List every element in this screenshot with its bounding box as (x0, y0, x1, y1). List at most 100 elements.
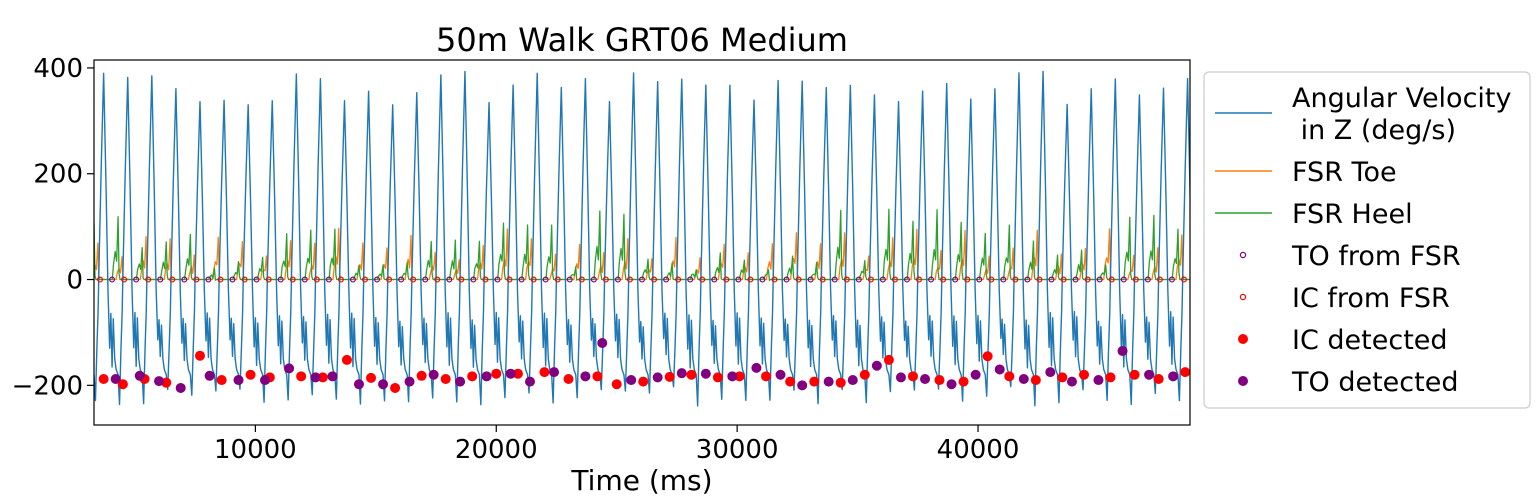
to-detected-point (1144, 369, 1155, 380)
to-detected-point (1018, 373, 1029, 384)
to-from-fsr-point (470, 276, 477, 283)
ic-detected-point (1057, 372, 1068, 383)
legend-label: TO from FSR (1291, 241, 1461, 272)
ic-detected-point (563, 373, 574, 384)
to-from-fsr-point (277, 276, 284, 283)
to-detected-point (751, 362, 762, 373)
to-detected-point (428, 369, 439, 380)
to-detected-point (310, 372, 321, 383)
to-from-fsr-point (952, 276, 959, 283)
ic-detected-point (390, 382, 401, 393)
to-detected-point (353, 379, 364, 390)
ic-from-fsr-point (482, 276, 489, 283)
ic-from-fsr-point (313, 276, 320, 283)
to-detected-point (404, 376, 415, 387)
to-detected-point (727, 371, 738, 382)
ic-from-fsr-point (988, 276, 995, 283)
to-detected-point (378, 379, 389, 390)
ic-from-fsr-point (699, 276, 706, 283)
to-detected-point (204, 370, 215, 381)
to-detected-point (549, 367, 560, 378)
legend-box (1203, 71, 1531, 409)
legend-swatch (1238, 376, 1248, 386)
ic-detected-point (934, 375, 945, 386)
to-detected-point (1093, 375, 1104, 386)
to-detected-point (775, 369, 786, 380)
to-detected-point (1168, 371, 1179, 382)
y-tick-label: 0 (66, 266, 83, 296)
ic-from-fsr-point (265, 276, 272, 283)
legend-swatch (1239, 251, 1247, 259)
ic-from-fsr-point (723, 276, 730, 283)
ic-detected-point (467, 371, 478, 382)
ic-detected-point (1004, 371, 1015, 382)
y-axis: −200 0 200 400 (12, 54, 94, 401)
ic-detected-point (638, 376, 649, 387)
legend-label: FSR Heel (1292, 199, 1413, 230)
ic-from-fsr-point (795, 276, 802, 283)
y-tick-label: 400 (33, 54, 83, 84)
ic-detected-point (907, 371, 918, 382)
to-detected-point (920, 373, 931, 384)
to-detected-point (871, 360, 882, 371)
ic-from-fsr-point (1084, 276, 1091, 283)
to-detected-point (110, 373, 121, 384)
to-detected-point (233, 375, 244, 386)
to-from-fsr-point (518, 276, 525, 283)
to-detected-point (823, 376, 834, 387)
to-detected-point (505, 368, 516, 379)
to-from-fsr-point (109, 276, 116, 283)
ic-from-fsr-point (169, 276, 176, 283)
to-from-fsr-point (446, 276, 453, 283)
ic-from-fsr-point (145, 276, 152, 283)
ic-detected-point (611, 379, 622, 390)
to-from-fsr-point (325, 276, 332, 283)
ic-from-fsr-point (361, 276, 368, 283)
ic-detected-point (1105, 372, 1116, 383)
to-from-fsr-point (976, 276, 983, 283)
ic-detected-point (664, 371, 675, 382)
ic-detected-point (117, 379, 128, 390)
to-from-fsr-point (422, 276, 429, 283)
ic-from-fsr-point (1060, 276, 1067, 283)
to-from-fsr-point (1096, 276, 1103, 283)
to-from-fsr-point (831, 276, 838, 283)
ic-detected-point (592, 371, 603, 382)
to-from-fsr-point (301, 276, 308, 283)
to-from-fsr-point (638, 276, 645, 283)
ic-detected-point (1129, 369, 1140, 380)
to-from-fsr-point (133, 276, 140, 283)
ic-detected-point (539, 367, 550, 378)
to-detected-point (1117, 345, 1128, 356)
ic-from-fsr-point (241, 276, 248, 283)
ic-from-fsr-point (1132, 276, 1139, 283)
ic-detected-point (686, 369, 697, 380)
ic-from-fsr-point (891, 276, 898, 283)
ic-from-fsr-point (1012, 276, 1019, 283)
ic-from-fsr-point (410, 276, 417, 283)
series-angular-velocity (94, 70, 1190, 407)
ic-from-fsr-point (578, 276, 585, 283)
legend-label: Angular Velocity in Z (deg/s) (1292, 83, 1512, 146)
ic-from-fsr-point (651, 276, 658, 283)
ic-from-fsr-point (289, 276, 296, 283)
ic-from-fsr-point (554, 276, 561, 283)
to-from-fsr-point (1048, 276, 1055, 283)
to-detected-point (481, 371, 492, 382)
ic-detected-point (1030, 375, 1041, 386)
x-tick-label: 20000 (455, 435, 538, 465)
to-detected-point (175, 382, 186, 393)
x-axis-label: Time (ms) (570, 464, 712, 497)
y-tick-label: −200 (12, 371, 83, 401)
ic-detected-point (1079, 369, 1090, 380)
ic-from-fsr-point (530, 276, 537, 283)
ic-detected-point (734, 371, 745, 382)
to-from-fsr-point (349, 276, 356, 283)
ic-detected-point (512, 368, 523, 379)
ic-from-fsr-point (843, 276, 850, 283)
to-from-fsr-point (759, 276, 766, 283)
to-from-fsr-point (663, 276, 670, 283)
to-from-fsr-point (1000, 276, 1007, 283)
ic-detected-point (194, 350, 205, 361)
